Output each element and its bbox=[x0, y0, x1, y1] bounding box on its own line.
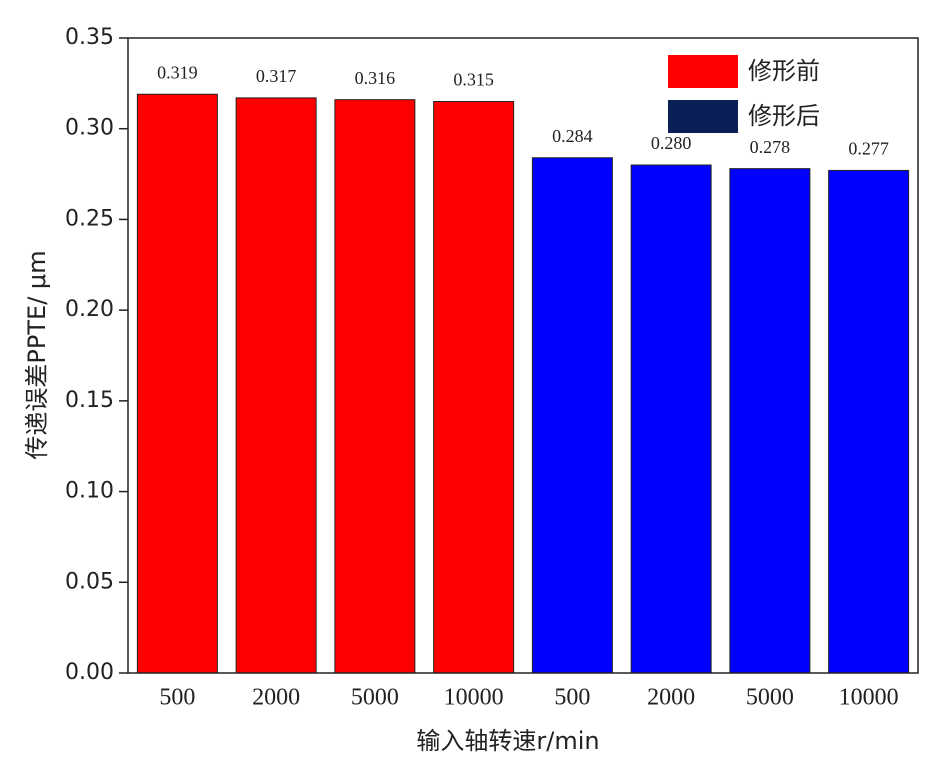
legend-swatch bbox=[668, 100, 738, 133]
bar bbox=[828, 169, 910, 674]
x-tick-label: 10000 bbox=[444, 685, 504, 711]
x-tick-label: 10000 bbox=[839, 685, 899, 711]
bar bbox=[433, 101, 515, 674]
legend-label: 修形前 bbox=[748, 57, 820, 85]
x-tick-label: 2000 bbox=[647, 685, 695, 711]
x-tick-label: 2000 bbox=[252, 685, 300, 711]
x-tick-label: 5000 bbox=[746, 685, 794, 711]
y-tick-label: 0.20 bbox=[65, 297, 114, 322]
bar bbox=[136, 93, 218, 674]
plot-frame bbox=[127, 37, 919, 674]
x-tick-label: 500 bbox=[554, 685, 590, 711]
value-label: 0.280 bbox=[651, 133, 692, 153]
value-label: 0.284 bbox=[552, 126, 593, 146]
y-tick-label: 0.00 bbox=[65, 660, 114, 685]
bar bbox=[729, 168, 811, 674]
bar bbox=[531, 157, 613, 674]
y-tick-label: 0.30 bbox=[65, 116, 114, 141]
bar bbox=[630, 164, 712, 674]
legend-swatch bbox=[668, 55, 738, 88]
y-tick-label: 0.10 bbox=[65, 479, 114, 504]
legend-label: 修形后 bbox=[748, 102, 820, 130]
y-tick-label: 0.35 bbox=[65, 25, 114, 50]
value-label: 0.319 bbox=[157, 62, 198, 82]
bar bbox=[235, 97, 317, 674]
y-tick-label: 0.05 bbox=[65, 569, 114, 594]
value-label: 0.315 bbox=[453, 70, 494, 90]
value-label: 0.277 bbox=[848, 139, 889, 159]
y-axis-label: 传递误差PPTE/ μm bbox=[23, 250, 51, 459]
value-label: 0.316 bbox=[355, 68, 396, 88]
value-label: 0.317 bbox=[256, 66, 297, 86]
x-tick-label: 500 bbox=[159, 685, 195, 711]
y-tick-label: 0.15 bbox=[65, 388, 114, 413]
value-label: 0.278 bbox=[750, 137, 791, 157]
bar bbox=[334, 99, 416, 674]
y-tick-label: 0.25 bbox=[65, 206, 114, 231]
x-axis-label: 输入轴转速r/min bbox=[416, 727, 599, 755]
x-tick-label: 5000 bbox=[351, 685, 399, 711]
